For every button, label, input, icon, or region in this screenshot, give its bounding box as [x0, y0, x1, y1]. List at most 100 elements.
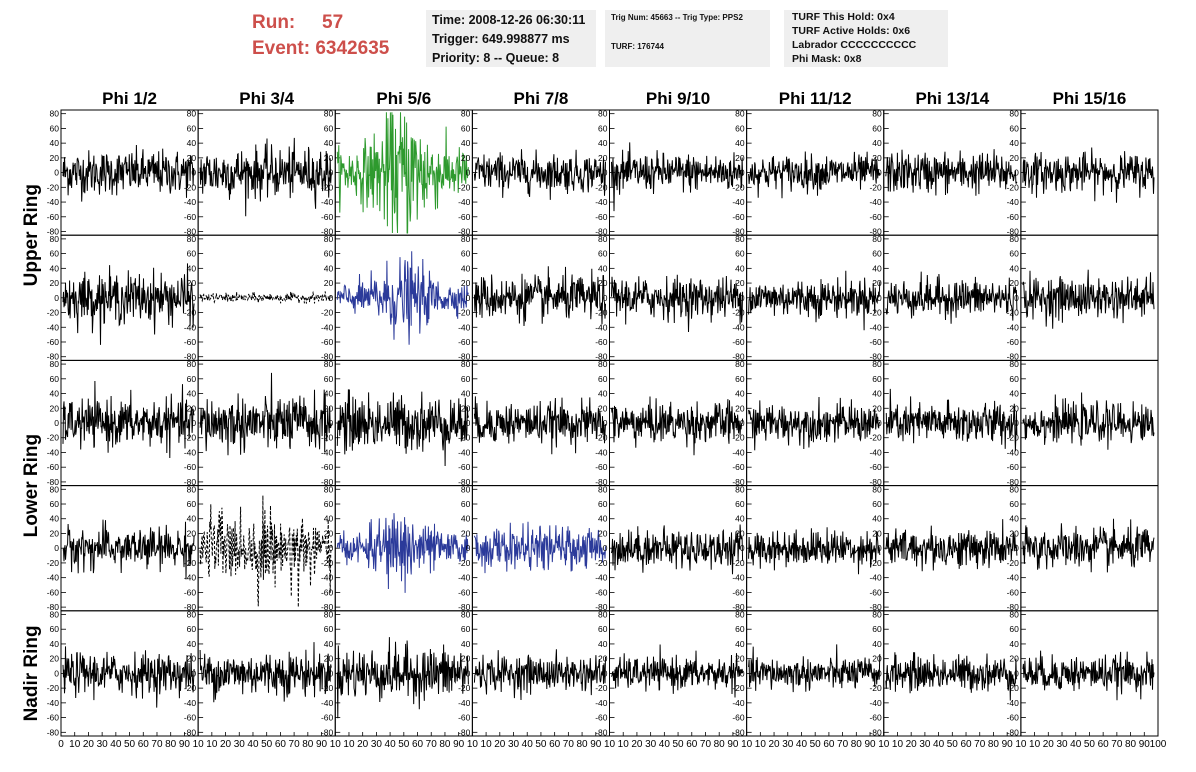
time-text: Time: 2008-12-26 06:30:11	[432, 13, 586, 27]
y-tick-label: 80	[872, 609, 882, 619]
x-tick-label: 80	[851, 739, 863, 750]
waveform-trace-r2-c6	[748, 270, 881, 331]
x-tick-label: 40	[1070, 739, 1082, 750]
y-tick-label: -20	[321, 433, 334, 443]
y-tick-label: 0	[1014, 668, 1019, 678]
y-tick-label: 0	[877, 168, 882, 178]
y-tick-label: 80	[324, 609, 334, 619]
y-tick-label: 20	[461, 278, 471, 288]
x-tick-label: 30	[234, 739, 246, 750]
waveform-trace-r5-c5	[611, 644, 744, 698]
y-tick-label: -40	[732, 322, 745, 332]
x-tick-label: 50	[261, 739, 273, 750]
x-tick-label: 80	[577, 739, 589, 750]
y-tick-label: 80	[324, 234, 334, 244]
x-tick-label: 60	[823, 739, 835, 750]
y-tick-label: -20	[732, 182, 745, 192]
event-value: 6342635	[315, 38, 390, 59]
y-tick-label: 60	[735, 123, 745, 133]
y-tick-label: 80	[187, 609, 197, 619]
x-tick-label: 70	[151, 739, 163, 750]
y-tick-label: 40	[598, 138, 608, 148]
y-tick-label: -60	[1007, 713, 1020, 723]
y-tick-label: 60	[735, 499, 745, 509]
y-tick-label: 60	[324, 123, 334, 133]
waveform-trace-r3-c5	[611, 396, 744, 456]
y-tick-label: -80	[321, 727, 334, 737]
column-label-5: Phi 9/10	[646, 89, 710, 108]
x-tick-label: 40	[933, 739, 945, 750]
y-tick-label: -20	[595, 558, 608, 568]
y-tick-label: -60	[869, 713, 882, 723]
y-tick-label: -20	[458, 308, 471, 318]
time-info-box: Time: 2008-12-26 06:30:11 Trigger: 649.9…	[426, 10, 596, 67]
y-tick-label: 40	[1009, 389, 1019, 399]
y-tick-label: 40	[872, 138, 882, 148]
y-tick-label: 20	[187, 278, 197, 288]
y-tick-label: 80	[50, 359, 60, 369]
x-tick-label: 60	[549, 739, 561, 750]
y-tick-label: -40	[458, 447, 471, 457]
x-tick-label: 30	[1056, 739, 1068, 750]
y-tick-label: -60	[869, 462, 882, 472]
y-tick-label: -80	[1007, 352, 1020, 362]
x-tick-label: 30	[97, 739, 109, 750]
y-tick-label: 20	[50, 654, 60, 664]
waveform-trace-r4-c3	[336, 513, 469, 593]
y-tick-label: -20	[1007, 433, 1020, 443]
x-tick-label: 50	[947, 739, 959, 750]
y-tick-label: -20	[184, 558, 197, 568]
y-tick-label: 80	[1009, 484, 1019, 494]
turf-this-hold-text: TURF This Hold: 0x4	[792, 11, 895, 23]
y-tick-label: -60	[732, 212, 745, 222]
y-tick-label: 20	[187, 153, 197, 163]
x-tick-label: 30	[508, 739, 520, 750]
y-tick-label: 20	[324, 654, 334, 664]
waveform-trace-r5-c1	[62, 646, 195, 708]
x-tick-label: 70	[837, 739, 849, 750]
y-tick-label: -80	[869, 477, 882, 487]
y-tick-label: -80	[869, 227, 882, 237]
y-tick-label: -80	[595, 727, 608, 737]
run-label: Run:	[252, 12, 296, 33]
y-tick-label: -60	[184, 337, 197, 347]
y-tick-label: -40	[869, 573, 882, 583]
y-tick-label: 60	[324, 374, 334, 384]
y-tick-label: -80	[47, 227, 60, 237]
y-tick-label: 0	[740, 668, 745, 678]
y-tick-label: 60	[187, 249, 197, 259]
x-tick-label: 10	[892, 739, 904, 750]
y-tick-label: 60	[461, 624, 471, 634]
y-tick-label: 20	[598, 528, 608, 538]
y-tick-label: -40	[321, 322, 334, 332]
y-tick-label: -20	[869, 182, 882, 192]
x-tick-label: 80	[988, 739, 1000, 750]
y-tick-label: -80	[458, 602, 471, 612]
y-tick-label: -60	[595, 587, 608, 597]
y-tick-label: -60	[595, 462, 608, 472]
y-tick-label: 80	[735, 234, 745, 244]
y-tick-label: -60	[458, 587, 471, 597]
y-tick-label: 80	[872, 109, 882, 119]
y-tick-label: 0	[603, 668, 608, 678]
column-label-3: Phi 5/6	[376, 89, 431, 108]
y-tick-label: 60	[50, 624, 60, 634]
y-tick-label: 60	[50, 249, 60, 259]
y-tick-label: -60	[1007, 212, 1020, 222]
y-tick-label: -40	[47, 573, 60, 583]
y-tick-label: -80	[595, 352, 608, 362]
x-tick-label: 60	[960, 739, 972, 750]
y-tick-label: 80	[461, 234, 471, 244]
y-tick-label: -20	[1007, 683, 1020, 693]
y-tick-label: 80	[1009, 234, 1019, 244]
y-tick-label: -80	[47, 727, 60, 737]
y-tick-label: -20	[184, 182, 197, 192]
y-tick-label: 40	[735, 138, 745, 148]
y-tick-label: -80	[184, 352, 197, 362]
y-tick-label: -60	[458, 212, 471, 222]
y-tick-label: 80	[872, 484, 882, 494]
y-tick-label: 0	[329, 168, 334, 178]
y-tick-label: -80	[321, 477, 334, 487]
y-tick-label: 60	[872, 499, 882, 509]
column-label-6: Phi 11/12	[779, 89, 852, 108]
